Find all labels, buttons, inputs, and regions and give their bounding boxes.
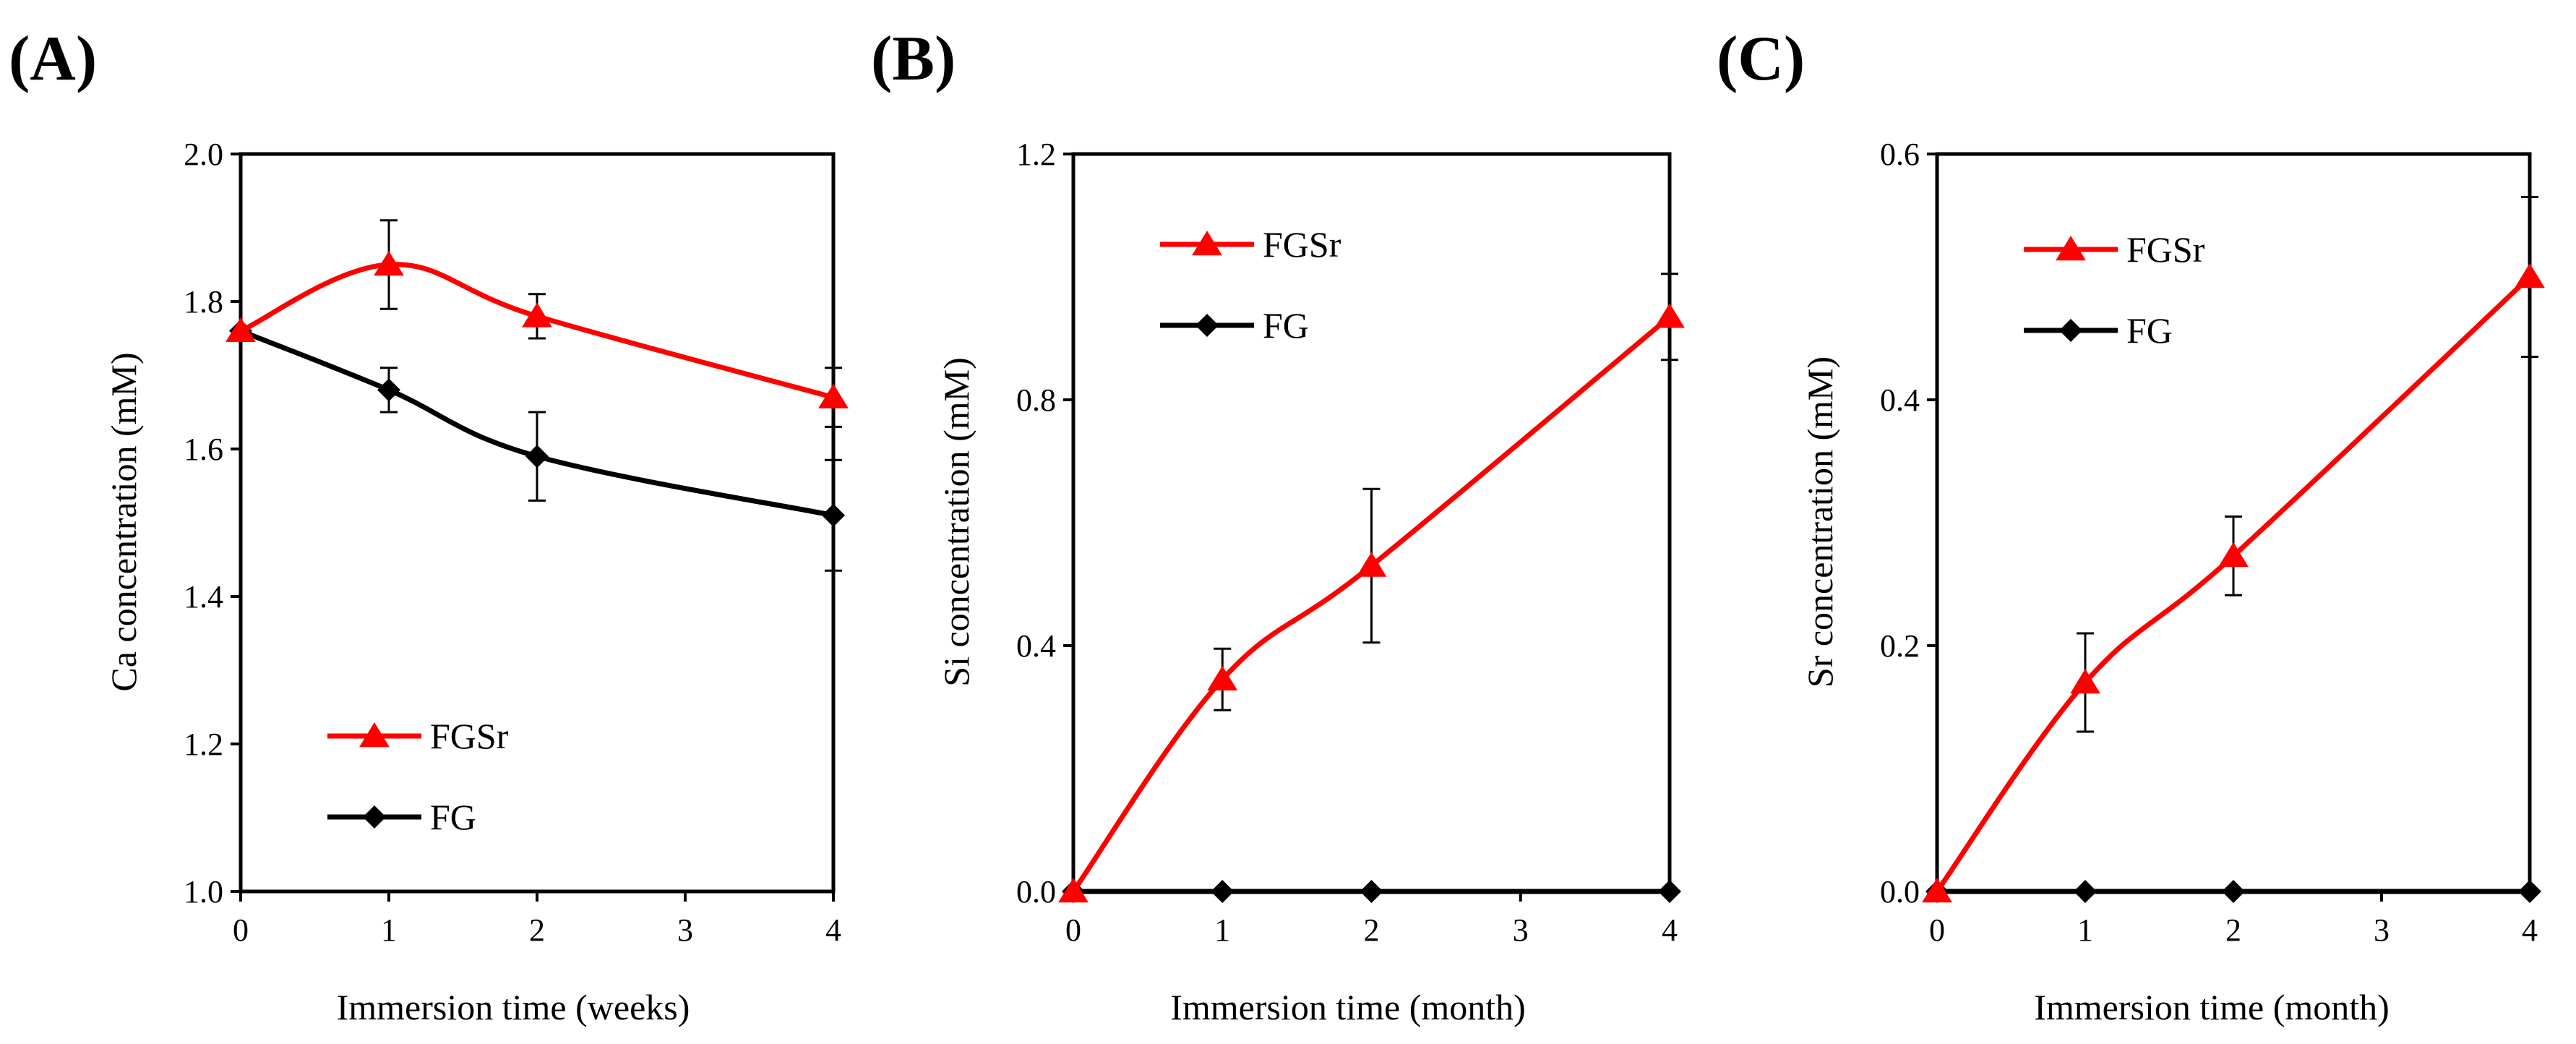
- y-tick-label: 1.6: [184, 432, 223, 467]
- panel-label: (B): [871, 24, 956, 94]
- x-tick-label: 2: [2225, 912, 2241, 948]
- x-tick-label: 0: [1929, 912, 1945, 948]
- x-tick-label: 3: [2374, 912, 2390, 948]
- panel-b: (B) Si concentration (mM) Immersion time…: [871, 24, 1685, 1027]
- data-point: [822, 503, 845, 527]
- series-fg: [1062, 880, 1681, 903]
- legend-label: FG: [430, 797, 476, 837]
- x-tick-label: 3: [677, 912, 693, 948]
- y-axis-title: Si concentration (mM): [936, 357, 976, 686]
- legend-entry-fgsr: FGSr: [327, 716, 509, 756]
- y-tick-label: 2.0: [184, 137, 223, 172]
- data-point: [1360, 880, 1383, 903]
- y-tick-label: 0.0: [1016, 874, 1056, 910]
- legend-entry-fg: FG: [2024, 310, 2173, 351]
- y-tick-label: 0.6: [1880, 137, 1920, 172]
- data-point: [1058, 878, 1089, 903]
- x-tick-label: 4: [1662, 912, 1678, 948]
- x-tick-label: 2: [529, 912, 545, 948]
- series-line: [1071, 315, 1672, 894]
- plot-content: 1.0 1.2 1.4 1.6 1.8 2.0 0 1 2 3 4 FGSr FG: [184, 137, 849, 948]
- data-point: [2074, 880, 2097, 903]
- data-point: [1658, 880, 1681, 903]
- x-tick-label: 3: [1513, 912, 1529, 948]
- series-fgsr: [226, 219, 849, 428]
- legend-entry-fgsr: FGSr: [2024, 229, 2205, 270]
- legend-label: FGSr: [430, 716, 509, 756]
- x-axis-title: Immersion time (month): [2034, 987, 2390, 1027]
- series-line: [239, 262, 834, 400]
- x-tick-label: 1: [381, 912, 397, 948]
- y-tick-label: 0.0: [1880, 874, 1920, 910]
- y-tick-label: 1.0: [184, 874, 223, 910]
- data-point: [525, 445, 549, 468]
- x-axis-title: Immersion time (weeks): [337, 987, 690, 1027]
- series-fgsr: [1058, 273, 1685, 903]
- series-fg: [1925, 880, 2541, 903]
- legend-entry-fg: FG: [1160, 305, 1309, 346]
- data-point: [818, 383, 849, 408]
- legend-label: FGSr: [1263, 224, 1341, 265]
- y-tick-label: 0.4: [1016, 628, 1056, 664]
- y-tick-label: 1.2: [184, 727, 223, 762]
- data-point: [1207, 665, 1238, 690]
- x-tick-label: 4: [2522, 912, 2538, 948]
- panel-label: (C): [1717, 24, 1805, 94]
- legend-marker: [363, 805, 386, 829]
- series-line: [239, 328, 834, 518]
- series-fgsr: [1922, 196, 2545, 903]
- legend-label: FG: [1263, 305, 1309, 346]
- x-tick-label: 1: [1214, 912, 1230, 948]
- x-tick-label: 4: [825, 912, 841, 948]
- legend-marker: [1195, 314, 1219, 337]
- legend-entry-fg: FG: [327, 797, 476, 837]
- y-tick-label: 0.4: [1880, 382, 1920, 418]
- x-tick-label: 1: [2077, 912, 2093, 948]
- panel-a: (A) Ca concentration (mM) Immersion time…: [9, 24, 849, 1027]
- data-point: [1922, 878, 1952, 903]
- data-point: [2518, 880, 2541, 903]
- y-tick-label: 1.8: [184, 284, 223, 320]
- x-axis-title: Immersion time (month): [1170, 987, 1526, 1027]
- legend-entry-fgsr: FGSr: [1160, 224, 1341, 265]
- plot-content: 0.0 0.2 0.4 0.6 0 1 2 3 4 FGSr FG: [1880, 137, 2545, 948]
- data-point: [374, 251, 404, 276]
- legend-marker: [1192, 231, 1222, 256]
- data-point: [1211, 880, 1235, 903]
- x-tick-label: 0: [1065, 912, 1081, 948]
- plot-content: 0.0 0.4 0.8 1.2 0 1 2 3 4 FGSr FG: [1016, 137, 1685, 948]
- series-line: [1935, 275, 2532, 894]
- y-tick-label: 1.2: [1016, 137, 1056, 172]
- panel-label: (A): [9, 24, 97, 94]
- y-tick-label: 1.4: [184, 579, 223, 615]
- data-point: [522, 302, 552, 328]
- data-point: [1356, 552, 1387, 577]
- x-tick-label: 0: [233, 912, 249, 948]
- data-point: [377, 378, 400, 402]
- data-point: [2070, 669, 2100, 694]
- data-point: [2515, 263, 2545, 288]
- data-point: [2222, 880, 2245, 903]
- legend-marker: [2056, 236, 2086, 261]
- data-point: [2218, 542, 2249, 568]
- legend-label: FG: [2126, 310, 2173, 351]
- legend-marker: [359, 722, 390, 748]
- y-tick-label: 0.2: [1880, 628, 1920, 664]
- x-tick-label: 2: [1364, 912, 1380, 948]
- legend-marker: [2059, 319, 2082, 342]
- series-fg: [229, 319, 845, 572]
- legend-label: FGSr: [2126, 229, 2205, 270]
- panel-c: (C) Sr concentration (mM) Immersion time…: [1717, 24, 2545, 1027]
- y-tick-label: 0.8: [1016, 382, 1056, 418]
- y-axis-title: Sr concentration (mM): [1800, 356, 1840, 688]
- y-axis-title: Ca concentration (mM): [103, 352, 144, 691]
- data-point: [226, 317, 256, 342]
- plot-frame: [239, 152, 836, 894]
- data-point: [1654, 303, 1685, 328]
